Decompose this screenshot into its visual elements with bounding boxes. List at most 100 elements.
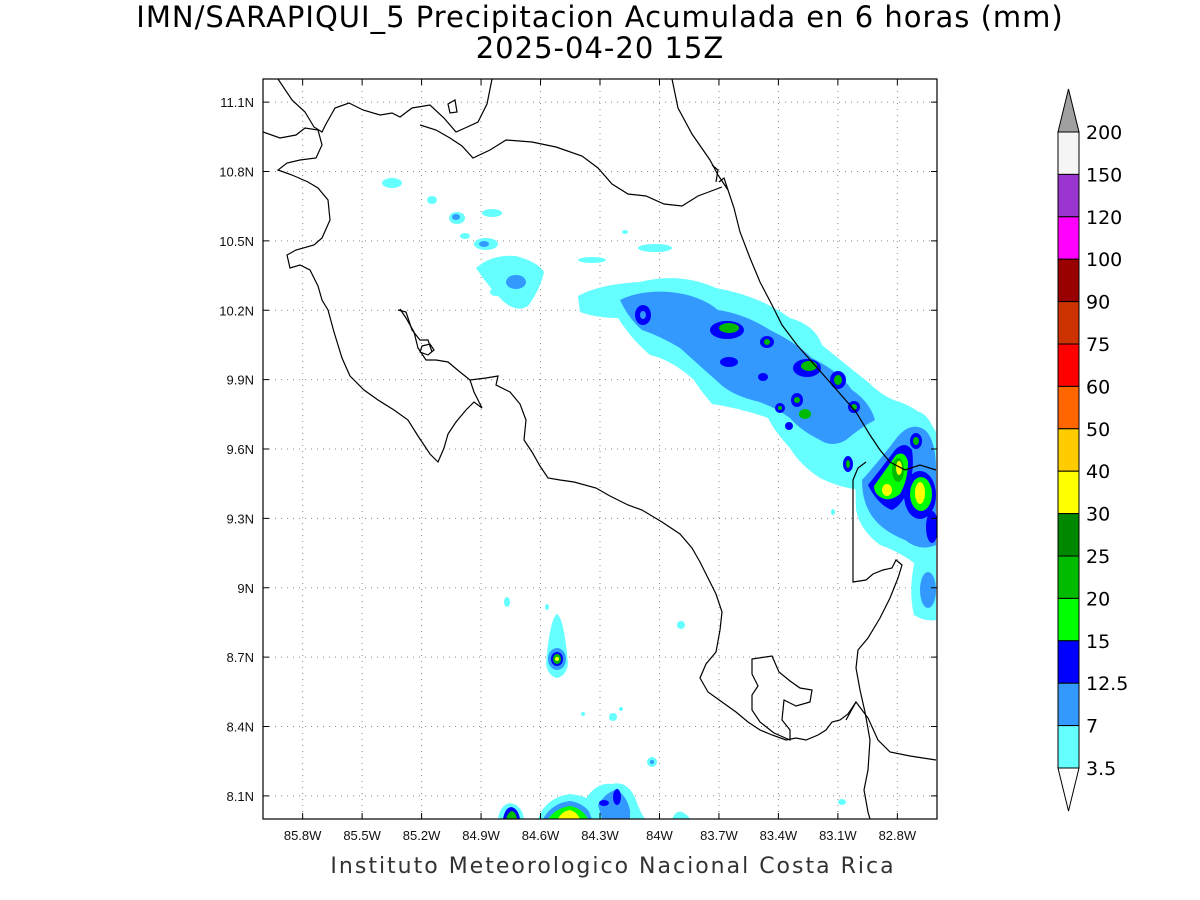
colorbar-swatch — [1057, 513, 1080, 557]
precip-core — [599, 800, 609, 806]
precip-patch — [506, 275, 526, 289]
precip-patch — [609, 713, 617, 721]
precip-core — [720, 357, 738, 367]
precip-core — [555, 657, 559, 661]
precip-core — [794, 397, 800, 403]
colorbar-label: 15 — [1086, 631, 1110, 653]
x-tick-label: 84W — [646, 828, 673, 843]
coastlines — [263, 79, 937, 819]
map-title: IMN/SARAPIQUI_5 Precipitacion Acumulada … — [0, 2, 1200, 64]
precip-patch — [838, 799, 846, 805]
caribbean-coast-north — [671, 79, 729, 191]
colorbar-overflow-triangle — [1057, 88, 1080, 133]
y-tick-label: 8.4N — [227, 720, 254, 735]
precip-core — [834, 375, 842, 385]
colorbar-swatch — [1057, 216, 1080, 260]
y-tick-label: 9N — [237, 581, 254, 596]
caribbean-coast — [727, 189, 937, 471]
precip-core — [896, 461, 902, 475]
y-tick-label: 9.6N — [227, 442, 254, 457]
y-tick-label: 9.3N — [227, 511, 254, 526]
colorbar-label: 60 — [1086, 376, 1110, 398]
caribbean-island — [711, 164, 719, 183]
colorbar-swatch — [1057, 725, 1080, 769]
precip-core — [846, 460, 850, 468]
axes: 85.8W 85.5W 85.2W 84.9W 84.6W 84.3W 84W 83.7W 83… — [219, 79, 937, 843]
y-tick-label: 10.8N — [219, 165, 254, 180]
chira-island — [419, 343, 435, 356]
precip-core — [913, 437, 919, 445]
precip-patch — [619, 707, 623, 711]
precip-patch — [490, 288, 502, 296]
precip-patch — [479, 241, 489, 247]
colorbar: 200 150 120 100 90 75 60 50 40 30 25 20 15 12.5 7 3.5 — [1057, 88, 1128, 812]
precip-patch — [638, 244, 672, 252]
precip-patch — [460, 233, 470, 239]
colorbar-label: 120 — [1086, 207, 1122, 229]
colorbar-swatch — [1057, 470, 1080, 515]
colorbar-swatch — [1057, 301, 1080, 345]
precip-core — [640, 311, 646, 319]
precip-band — [620, 291, 875, 444]
panama-border — [852, 461, 903, 819]
precip-core — [598, 790, 630, 819]
x-tick-label: 83.1W — [819, 828, 857, 843]
burica-coast — [845, 700, 937, 761]
precip-core — [758, 373, 768, 381]
precip-core — [915, 482, 925, 504]
precip-patch — [920, 572, 936, 608]
x-tick-label: 85.5W — [343, 828, 381, 843]
x-tick-label: 83.4W — [760, 828, 798, 843]
colorbar-swatch — [1057, 131, 1080, 175]
precip-patch — [382, 178, 402, 188]
colorbar-label: 40 — [1086, 461, 1110, 483]
colorbar-label: 200 — [1086, 122, 1122, 144]
y-tick-label: 8.1N — [227, 789, 254, 804]
colorbar-swatch — [1057, 682, 1080, 727]
lake-nicaragua-shore — [277, 79, 493, 133]
precip-patch — [504, 597, 510, 607]
precipitation-field — [382, 178, 937, 819]
y-tick-label: 8.7N — [227, 650, 254, 665]
nicaragua-border — [263, 127, 331, 311]
colorbar-label: 3.5 — [1086, 758, 1116, 780]
y-tick-label: 9.9N — [227, 373, 254, 388]
x-tick-label: 85.2W — [403, 828, 441, 843]
precip-core — [926, 511, 937, 543]
precip-core — [558, 810, 580, 819]
nicoya-peninsula — [327, 309, 483, 464]
precip-band — [672, 811, 690, 819]
colorbar-swatch — [1057, 555, 1080, 599]
title-line-2: 2025-04-20 15Z — [475, 31, 725, 65]
x-tick-label: 82.8W — [879, 828, 917, 843]
colorbar-underflow-triangle — [1057, 767, 1080, 812]
colorbar-swatch — [1057, 173, 1080, 218]
colorbar-swatch — [1057, 428, 1080, 472]
precip-patch — [650, 760, 654, 764]
precip-core — [719, 323, 739, 333]
precip-core — [801, 361, 817, 371]
precip-patch — [545, 604, 549, 610]
title-line-1: IMN/SARAPIQUI_5 Precipitacion Acumulada … — [136, 0, 1064, 34]
colorbar-swatch — [1057, 640, 1080, 684]
colorbar-label: 50 — [1086, 419, 1110, 441]
colorbar-label: 20 — [1086, 588, 1110, 610]
precip-core — [799, 409, 811, 419]
precip-patch — [482, 209, 502, 217]
pacific-coast-nicoya — [399, 308, 857, 741]
small-island — [447, 99, 458, 114]
precip-core — [882, 484, 892, 496]
x-tick-label: 83.7W — [700, 828, 738, 843]
colorbar-swatch — [1057, 343, 1080, 387]
precip-patch — [452, 214, 460, 220]
precip-patch — [622, 230, 628, 234]
precip-patch — [427, 196, 437, 204]
x-tick-label: 84.9W — [462, 828, 500, 843]
colorbar-swatch — [1057, 258, 1080, 303]
colorbar-label: 150 — [1086, 164, 1122, 186]
y-tick-label: 10.2N — [219, 303, 254, 318]
colorbar-label: 100 — [1086, 249, 1122, 271]
x-tick-label: 84.3W — [581, 828, 619, 843]
colorbar-label: 25 — [1086, 546, 1110, 568]
